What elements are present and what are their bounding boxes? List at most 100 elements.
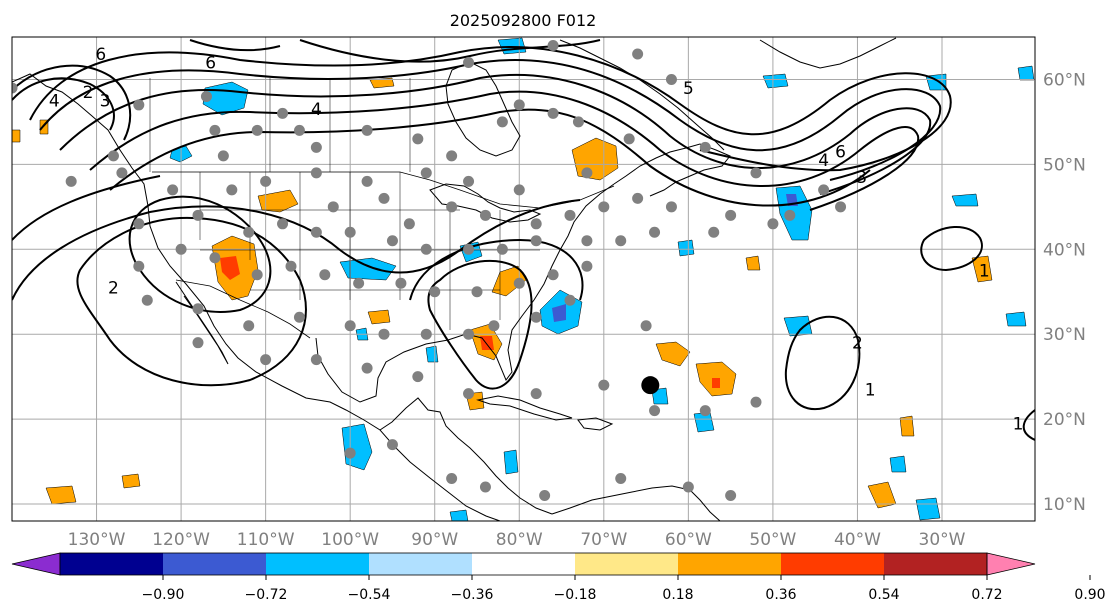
station-marker [479,481,491,493]
station-marker [192,209,204,221]
colorbar-outline [59,552,988,576]
contour-line [409,238,584,301]
station-marker [463,56,475,68]
station-marker [835,201,847,213]
station-marker [564,209,576,221]
shaded-region [1017,65,1035,81]
station-marker [251,124,263,136]
shaded-region [971,255,993,283]
coastline-greenland [759,37,897,69]
contour-line [920,225,983,272]
station-marker [463,175,475,187]
station-marker [260,175,272,187]
contour-value-label: 5 [683,79,694,99]
station-marker [12,82,18,94]
station-marker [496,116,508,128]
station-marker [285,260,297,272]
contour-line [784,315,861,411]
station-marker [412,371,424,383]
shaded-region [677,239,695,257]
station-marker [209,252,221,264]
shaded-region [449,509,469,521]
station-marker [784,209,796,221]
shaded-region [745,255,761,271]
colorbar-bin [60,553,163,575]
station-marker [192,303,204,315]
contour-line [12,199,581,301]
station-marker [513,99,525,111]
shaded-region [915,497,941,521]
station-marker [107,150,119,162]
station-marker [260,354,272,366]
station-marker [632,48,644,60]
coastline-layer [12,37,897,521]
contour-value-label: 2 [108,278,119,298]
station-marker [251,269,263,281]
station-marker [530,311,542,323]
shaded-region [762,73,789,89]
station-marker [463,388,475,400]
colorbar-tick-label: −0.18 [554,587,597,603]
station-marker [682,481,694,493]
coastline-northeast [613,143,731,197]
station-marker [649,405,661,417]
station-marker [547,39,559,51]
shaded-region [369,77,395,89]
coastline-great-lakes [429,183,542,223]
station-marker [167,184,179,196]
station-marker [420,167,432,179]
colorbar-bin [781,553,884,575]
station-marker [665,73,677,85]
station-marker [725,490,737,502]
station-marker [640,320,652,332]
longitude-tick-label: 40°W [834,530,881,550]
contour-value-label: 6 [205,53,216,73]
station-marker [192,337,204,349]
shaded-region [1005,311,1027,327]
map-frame [11,36,1036,522]
station-marker [361,124,373,136]
station-marker-layer [12,39,847,502]
contour-value-label: 4 [311,100,322,120]
longitude-tick-label: 70°W [580,530,627,550]
station-marker [344,320,356,332]
station-marker [226,184,238,196]
station-marker [699,405,711,417]
coastline-gulf-of-mexico [315,183,615,403]
contour-value-label: 4 [818,151,829,171]
longitude-tick-label: 50°W [749,530,796,550]
station-marker [403,218,415,230]
station-marker [361,175,373,187]
colorbar-bin [163,553,266,575]
contour-line [1022,409,1035,441]
station-marker [293,124,305,136]
station-marker [209,124,221,136]
station-marker [344,447,356,459]
colorbar-tick-label: 0.18 [662,587,693,603]
highlighted-station-marker [641,376,660,395]
longitude-tick-label: 110°W [237,530,295,550]
colorbar-tick-label: −0.72 [245,587,288,603]
station-marker [446,201,458,213]
colorbar-tick-label: −0.36 [451,587,494,603]
shaded-region [425,345,439,363]
station-marker [471,286,483,298]
station-marker [446,150,458,162]
station-marker [277,218,289,230]
station-marker [463,243,475,255]
contour-value-label: 1 [865,380,876,400]
station-marker [310,141,322,153]
station-marker [420,328,432,340]
station-marker [530,235,542,247]
station-marker [581,235,593,247]
station-marker [293,311,305,323]
shaded-region [889,455,907,473]
shaded-region [951,193,979,207]
station-marker [310,226,322,238]
station-marker [217,150,229,162]
coastline-hispaniola [577,417,614,431]
station-marker [632,192,644,204]
station-marker [572,116,584,128]
longitude-tick-label: 30°W [919,530,966,550]
coastline-central-america [379,397,553,515]
